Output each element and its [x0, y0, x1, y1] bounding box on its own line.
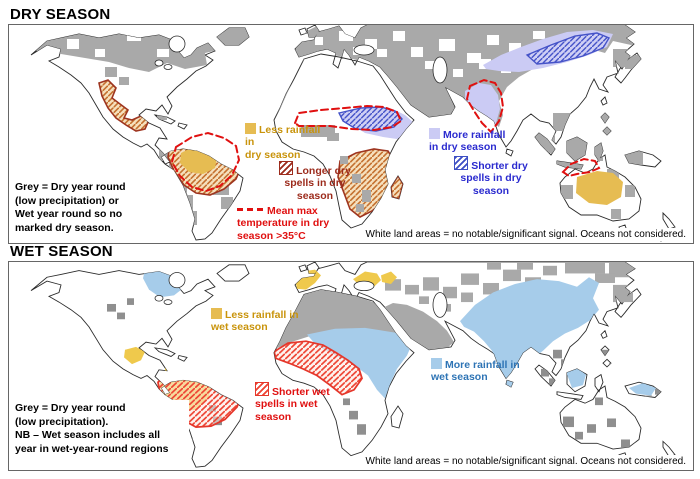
india-heat-outline	[465, 78, 505, 134]
central-america-less-rainfall	[124, 346, 145, 365]
wet-season-world-map	[30, 262, 676, 469]
more-rainfall-wet-regions	[143, 263, 656, 399]
australia-less-rainfall	[576, 171, 623, 205]
legend-less-rainfall-wet: Less rainfall in wet season	[211, 308, 303, 334]
sahel-east-africa-more-rainfall	[307, 327, 412, 399]
sahel-heat-outline	[293, 104, 403, 132]
wet-grey-note: Grey = Dry year round (low precipitation…	[11, 400, 189, 459]
legend-shorter-wet-spells: Shorter wet spells in wet season	[255, 382, 339, 423]
borneo-more-rainfall	[566, 367, 586, 388]
legend-shorter-dry-spells: Shorter dry spells in dry season	[451, 156, 531, 197]
inland-seas	[154, 272, 448, 318]
mean-max-dash-icon	[237, 208, 263, 211]
legend-less-rainfall-dry: Less rainfall in dry season	[245, 123, 329, 161]
legend-more-rainfall-dry: More rainfall in dry season	[429, 128, 517, 154]
south-east-asia-more-rainfall	[460, 277, 599, 379]
dry-bottom-note: White land areas = no notable/significan…	[362, 228, 689, 241]
shorter-dry-spell-regions	[337, 32, 611, 132]
madagascar-longer-dry-spells	[390, 174, 404, 200]
legend-mean-max-temp-label: Mean max temperature in dry season >35°C	[237, 205, 330, 242]
legend-less-rainfall-dry-label: Less rainfall in dry season	[245, 124, 321, 161]
more-rainfall-dry-swatch-icon	[429, 128, 440, 139]
legend-longer-dry-spells-label: Longer dry spells in dry season	[284, 165, 351, 202]
wet-season-title: WET SEASON	[10, 243, 113, 260]
wet-season-panel: Less rainfall in wet season Shorter wet …	[8, 261, 694, 471]
dry-grey-note: Grey = Dry year round (low precipitation…	[11, 179, 145, 238]
dry-no-signal-holes	[67, 31, 545, 77]
amazon-heat-outline	[170, 131, 241, 193]
more-rainfall-wet-swatch-icon	[431, 358, 442, 369]
west-africa-shorter-wet-spells	[272, 340, 363, 396]
mean-max-temp-outlines	[170, 78, 601, 193]
australia-heat-outline	[561, 157, 601, 178]
legend-mean-max-temp: Mean max temperature in dry season >35°C	[237, 205, 337, 242]
southern-africa-grey-squares	[340, 156, 371, 212]
legend-more-rainfall-wet: More rainfall in wet season	[431, 358, 525, 384]
shorter-dry-spells-swatch-icon	[454, 156, 469, 170]
less-rainfall-wet-swatch-icon	[211, 308, 222, 319]
dry-season-panel: Less rainfall in dry season Longer dry s…	[8, 24, 694, 244]
caucasus-less-rainfall	[381, 271, 397, 284]
legend-longer-dry-spells: Longer dry spells in dry season	[277, 161, 353, 202]
legend-less-rainfall-wet-label: Less rainfall in wet season	[211, 309, 299, 334]
dry-season-title: DRY SEASON	[10, 6, 111, 23]
northeast-asia-shorter-dry-spells	[525, 32, 611, 65]
venezuela-less-rainfall	[165, 366, 175, 374]
legend-shorter-dry-spells-label: Shorter dry spells in dry season	[460, 160, 528, 197]
shorter-wet-spells-swatch-icon	[255, 382, 269, 396]
longer-dry-spells-swatch-icon	[279, 161, 294, 175]
less-rainfall-dry-swatch-icon	[245, 123, 256, 134]
new-guinea-more-rainfall	[629, 383, 656, 396]
inland-seas	[154, 35, 448, 84]
legend-more-rainfall-wet-label: More rainfall in wet season	[431, 359, 520, 384]
legend-more-rainfall-dry-label: More rainfall in dry season	[429, 129, 506, 154]
dry-season-world-map	[30, 25, 676, 242]
wet-bottom-note: White land areas = no notable/significan…	[362, 455, 689, 468]
legend-shorter-wet-spells-label: Shorter wet spells in wet season	[255, 386, 330, 423]
